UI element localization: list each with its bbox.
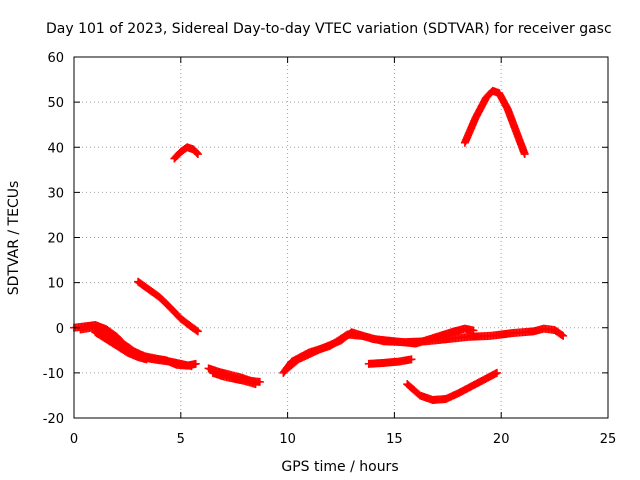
x-tick-label: 15: [386, 432, 403, 447]
data-point: [192, 148, 201, 157]
y-tick-label: -20: [43, 412, 64, 427]
series-track-j: [364, 355, 416, 368]
y-tick-label: 60: [47, 51, 64, 66]
data-point: [251, 380, 260, 389]
x-tick-label: 25: [600, 432, 617, 447]
grid-lines: [74, 57, 608, 418]
y-tick-label: -10: [43, 367, 64, 382]
series-track-c: [91, 328, 151, 364]
x-tick-label: 5: [177, 432, 185, 447]
series-track-e: [170, 143, 202, 163]
data-point: [193, 150, 202, 159]
data-point: [191, 359, 200, 368]
data-point: [557, 331, 566, 340]
series-track-d: [134, 277, 202, 336]
y-tick-label: 20: [47, 232, 64, 247]
series-track-b: [76, 323, 200, 370]
data-point: [520, 150, 529, 159]
data-point: [469, 326, 478, 335]
y-tick-label: 10: [47, 277, 64, 292]
data-point: [492, 368, 501, 377]
y-tick-label: 50: [47, 96, 64, 111]
data-points: [70, 86, 568, 404]
data-point: [142, 355, 151, 364]
data-point: [255, 377, 264, 386]
data-point: [559, 331, 568, 340]
series-track-i: [283, 324, 478, 373]
series-track-g: [208, 368, 260, 389]
chart-title: Day 101 of 2023, Sidereal Day-to-day VTE…: [46, 21, 612, 37]
data-point: [192, 326, 201, 335]
series-track-k: [403, 368, 501, 404]
x-tick-label: 0: [70, 432, 78, 447]
y-tick-label: 0: [56, 322, 64, 337]
y-axis-label: SDTVAR / TECUs: [6, 181, 22, 296]
data-point: [193, 327, 202, 336]
x-axis-label: GPS time / hours: [281, 459, 398, 475]
y-axis-ticks: -20 -10 0 10 20 30 40 50 60: [43, 51, 608, 427]
y-tick-label: 30: [47, 186, 64, 201]
x-axis-ticks: 0 5 10 15 20 25: [70, 57, 616, 447]
series-track-l: [460, 86, 529, 159]
x-tick-label: 10: [279, 432, 296, 447]
data-point: [407, 355, 416, 364]
x-tick-label: 20: [493, 432, 510, 447]
y-tick-label: 40: [47, 141, 64, 156]
